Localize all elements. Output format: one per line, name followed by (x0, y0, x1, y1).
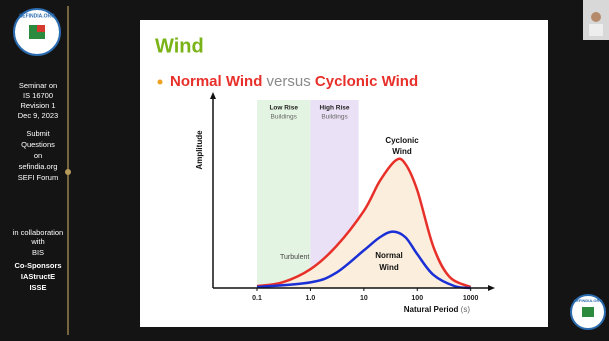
x-tick-label: 10 (360, 295, 368, 302)
sidebar-text: BIS (32, 248, 44, 257)
logo-cube (37, 25, 45, 32)
annotation: Turbulent (280, 254, 309, 261)
sidebar-text: IAStructE (21, 272, 55, 281)
axis-arrow (210, 92, 216, 99)
sidebar-text: IS 16700 (23, 91, 53, 100)
band-label: Low Rise (269, 105, 298, 112)
logo-cube (582, 307, 594, 317)
line (256, 230, 471, 290)
x-tick-label: 1000 (463, 295, 479, 302)
x-label-unit: (s) (461, 305, 471, 314)
slide-title: Wind (155, 35, 204, 57)
bullet: Normal Wind versus Cyclonic Wind (170, 73, 418, 90)
sidebar-text: sefindia.org (19, 162, 58, 171)
sidebar-text: Seminar on (19, 81, 57, 90)
x-label-main: Natural Period (404, 305, 459, 314)
annotation: Wind (392, 147, 412, 156)
sidebar-text: Questions (21, 140, 55, 149)
sidebar-text: Submit (26, 129, 50, 138)
video-person (589, 24, 603, 36)
chart: Low Rise Buildings High Rise Buildings 0.1 1.… (210, 92, 495, 302)
x-axis-label: Natural Period (s) (404, 305, 471, 314)
bullet-part: Normal Wind (170, 73, 262, 90)
video-person (591, 12, 601, 22)
sidebar-text: ISSE (29, 283, 46, 292)
sidebar-text: on (34, 151, 42, 160)
sidebar-text: Dec 9, 2023 (18, 111, 58, 120)
sidebar-text: with (30, 237, 44, 246)
band-label: High Rise (320, 105, 350, 112)
annotation: Cyclonic (385, 136, 419, 145)
x-tick-label: 1.0 (306, 295, 316, 302)
axis-arrow (488, 285, 495, 291)
x-tick-label: 0.1 (252, 295, 262, 302)
band-label: Buildings (321, 114, 348, 121)
annotation: Normal (375, 251, 403, 260)
line (256, 157, 472, 289)
logo-text: SEFINDIA.ORG (19, 13, 55, 19)
bullet-part: Cyclonic Wind (315, 73, 418, 90)
sidebar-text: Revision 1 (20, 101, 55, 110)
annotation: Wind (379, 263, 399, 272)
y-axis-label: Amplitude (195, 130, 204, 170)
logo-text: SEFINDIA.ORG (574, 298, 603, 303)
band (257, 100, 311, 288)
band-label: Buildings (271, 114, 298, 121)
sidebar-text: Co-Sponsors (14, 261, 61, 270)
bullet-dot (157, 79, 163, 85)
ornament (65, 169, 71, 175)
bullet-part: versus (267, 73, 311, 90)
sidebar-text: SEFI Forum (18, 173, 58, 182)
sidebar-text: in collaboration (13, 228, 63, 237)
x-tick-label: 100 (411, 295, 423, 302)
